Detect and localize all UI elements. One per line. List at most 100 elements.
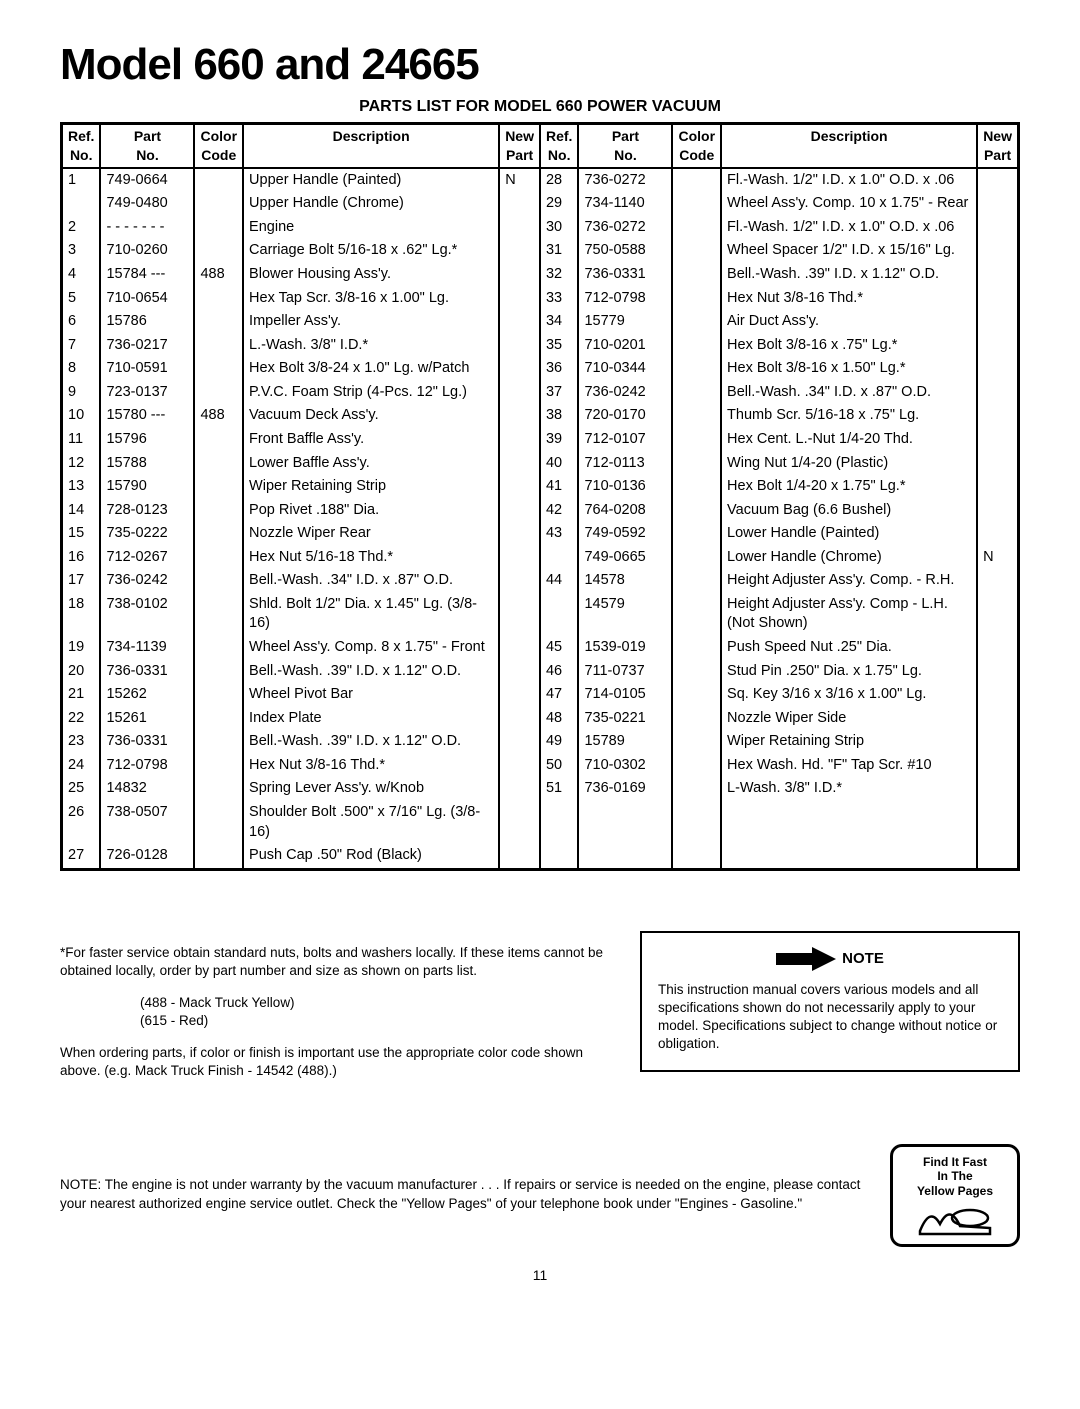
yellow-pages-badge: Find It Fast In The Yellow Pages [890, 1144, 1020, 1247]
cell-part: 736-0217 [100, 334, 194, 358]
cell-part: 734-1140 [578, 192, 672, 216]
cell-new [977, 683, 1018, 707]
color-code-615: (615 - Red) [140, 1012, 610, 1030]
cell-color [194, 381, 243, 405]
cell-color [672, 428, 721, 452]
cell-new [499, 707, 540, 731]
cell-ref: 2 [62, 216, 101, 240]
cell-ref: 23 [62, 730, 101, 754]
cell-desc: Fl.-Wash. 1/2" I.D. x 1.0" O.D. x .06 [721, 216, 977, 240]
cell-new [499, 452, 540, 476]
page-title: Model 660 and 24665 [60, 40, 1020, 90]
cell-new [977, 660, 1018, 684]
cell-new [977, 404, 1018, 428]
cell-desc: Sq. Key 3/16 x 3/16 x 1.00" Lg. [721, 683, 977, 707]
cell-desc: Hex Nut 3/8-16 Thd.* [243, 754, 499, 778]
cell-ref: 3 [62, 239, 101, 263]
cell-ref [540, 546, 578, 570]
cell-desc: P.V.C. Foam Strip (4-Pcs. 12" Lg.) [243, 381, 499, 405]
cell-desc: Lower Handle (Painted) [721, 522, 977, 546]
cell-new [977, 707, 1018, 731]
cell-ref: 1 [62, 168, 101, 193]
cell-color [672, 381, 721, 405]
cell-ref: 35 [540, 334, 578, 358]
yp-line2: In The [899, 1169, 1011, 1183]
cell-ref: 38 [540, 404, 578, 428]
cell-desc: Thumb Scr. 5/16-18 x .75" Lg. [721, 404, 977, 428]
engine-note-row: NOTE: The engine is not under warranty b… [60, 1144, 1020, 1247]
table-row: 27726-0128Push Cap .50" Rod (Black) [62, 844, 1019, 869]
cell-ref: 45 [540, 636, 578, 660]
cell-part: 710-0136 [578, 475, 672, 499]
table-row: 1315790Wiper Retaining Strip41710-0136He… [62, 475, 1019, 499]
cell-ref: 15 [62, 522, 101, 546]
table-row: 5710-0654Hex Tap Scr. 3/8-16 x 1.00" Lg.… [62, 287, 1019, 311]
cell-ref: 40 [540, 452, 578, 476]
cell-desc: Hex Bolt 3/8-24 x 1.0" Lg. w/Patch [243, 357, 499, 381]
col-ref-2: Ref.No. [540, 124, 578, 168]
cell-desc: Air Duct Ass'y. [721, 310, 977, 334]
cell-color [194, 660, 243, 684]
cell-ref: 42 [540, 499, 578, 523]
cell-color [672, 730, 721, 754]
cell-part: 749-0480 [100, 192, 194, 216]
cell-new [977, 263, 1018, 287]
table-row: 15735-0222Nozzle Wiper Rear43749-0592Low… [62, 522, 1019, 546]
table-row: 2215261Index Plate48735-0221Nozzle Wiper… [62, 707, 1019, 731]
cell-new [499, 216, 540, 240]
table-row: 9723-0137P.V.C. Foam Strip (4-Pcs. 12" L… [62, 381, 1019, 405]
cell-part: 15784 --- [100, 263, 194, 287]
cell-new [499, 334, 540, 358]
cell-new [499, 499, 540, 523]
cell-color: 488 [194, 404, 243, 428]
table-row: 2115262Wheel Pivot Bar47714-0105Sq. Key … [62, 683, 1019, 707]
cell-part: 14578 [578, 569, 672, 593]
cell-desc: Index Plate [243, 707, 499, 731]
cell-desc [721, 801, 977, 844]
cell-desc: Bell.-Wash. .34" I.D. x .87" O.D. [243, 569, 499, 593]
cell-desc: Spring Lever Ass'y. w/Knob [243, 777, 499, 801]
cell-color [672, 168, 721, 193]
cell-color [194, 428, 243, 452]
cell-new [977, 334, 1018, 358]
cell-desc [721, 844, 977, 869]
cell-part: - - - - - - - [100, 216, 194, 240]
cell-ref: 36 [540, 357, 578, 381]
cell-desc: Bell.-Wash. .39" I.D. x 1.12" O.D. [243, 660, 499, 684]
cell-new [499, 263, 540, 287]
cell-desc: Impeller Ass'y. [243, 310, 499, 334]
cell-new [499, 381, 540, 405]
table-row: 415784 ---488Blower Housing Ass'y.32736-… [62, 263, 1019, 287]
cell-new [977, 239, 1018, 263]
cell-color [194, 216, 243, 240]
cell-color [672, 475, 721, 499]
cell-ref: 43 [540, 522, 578, 546]
cell-color [672, 546, 721, 570]
cell-new [499, 287, 540, 311]
cell-part: 712-0798 [578, 287, 672, 311]
table-row: 16712-0267Hex Nut 5/16-18 Thd.*749-0665L… [62, 546, 1019, 570]
note-body: This instruction manual covers various m… [658, 981, 1002, 1054]
cell-desc: Bell.-Wash. .39" I.D. x 1.12" O.D. [721, 263, 977, 287]
cell-new [499, 192, 540, 216]
cell-ref: 11 [62, 428, 101, 452]
cell-color [672, 683, 721, 707]
cell-new [499, 754, 540, 778]
cell-color [194, 844, 243, 869]
cell-part: 736-0331 [100, 730, 194, 754]
cell-desc: Wheel Ass'y. Comp. 10 x 1.75" - Rear [721, 192, 977, 216]
cell-color [672, 844, 721, 869]
cell-desc: Vacuum Bag (6.6 Bushel) [721, 499, 977, 523]
cell-part: 764-0208 [578, 499, 672, 523]
cell-part: 712-0113 [578, 452, 672, 476]
cell-ref: 51 [540, 777, 578, 801]
cell-color [194, 707, 243, 731]
cell-desc: Carriage Bolt 5/16-18 x .62" Lg.* [243, 239, 499, 263]
cell-color [672, 660, 721, 684]
cell-part: 15779 [578, 310, 672, 334]
cell-new [977, 522, 1018, 546]
cell-new [977, 754, 1018, 778]
cell-color [194, 192, 243, 216]
cell-desc: Hex Bolt 1/4-20 x 1.75" Lg.* [721, 475, 977, 499]
cell-color [194, 452, 243, 476]
